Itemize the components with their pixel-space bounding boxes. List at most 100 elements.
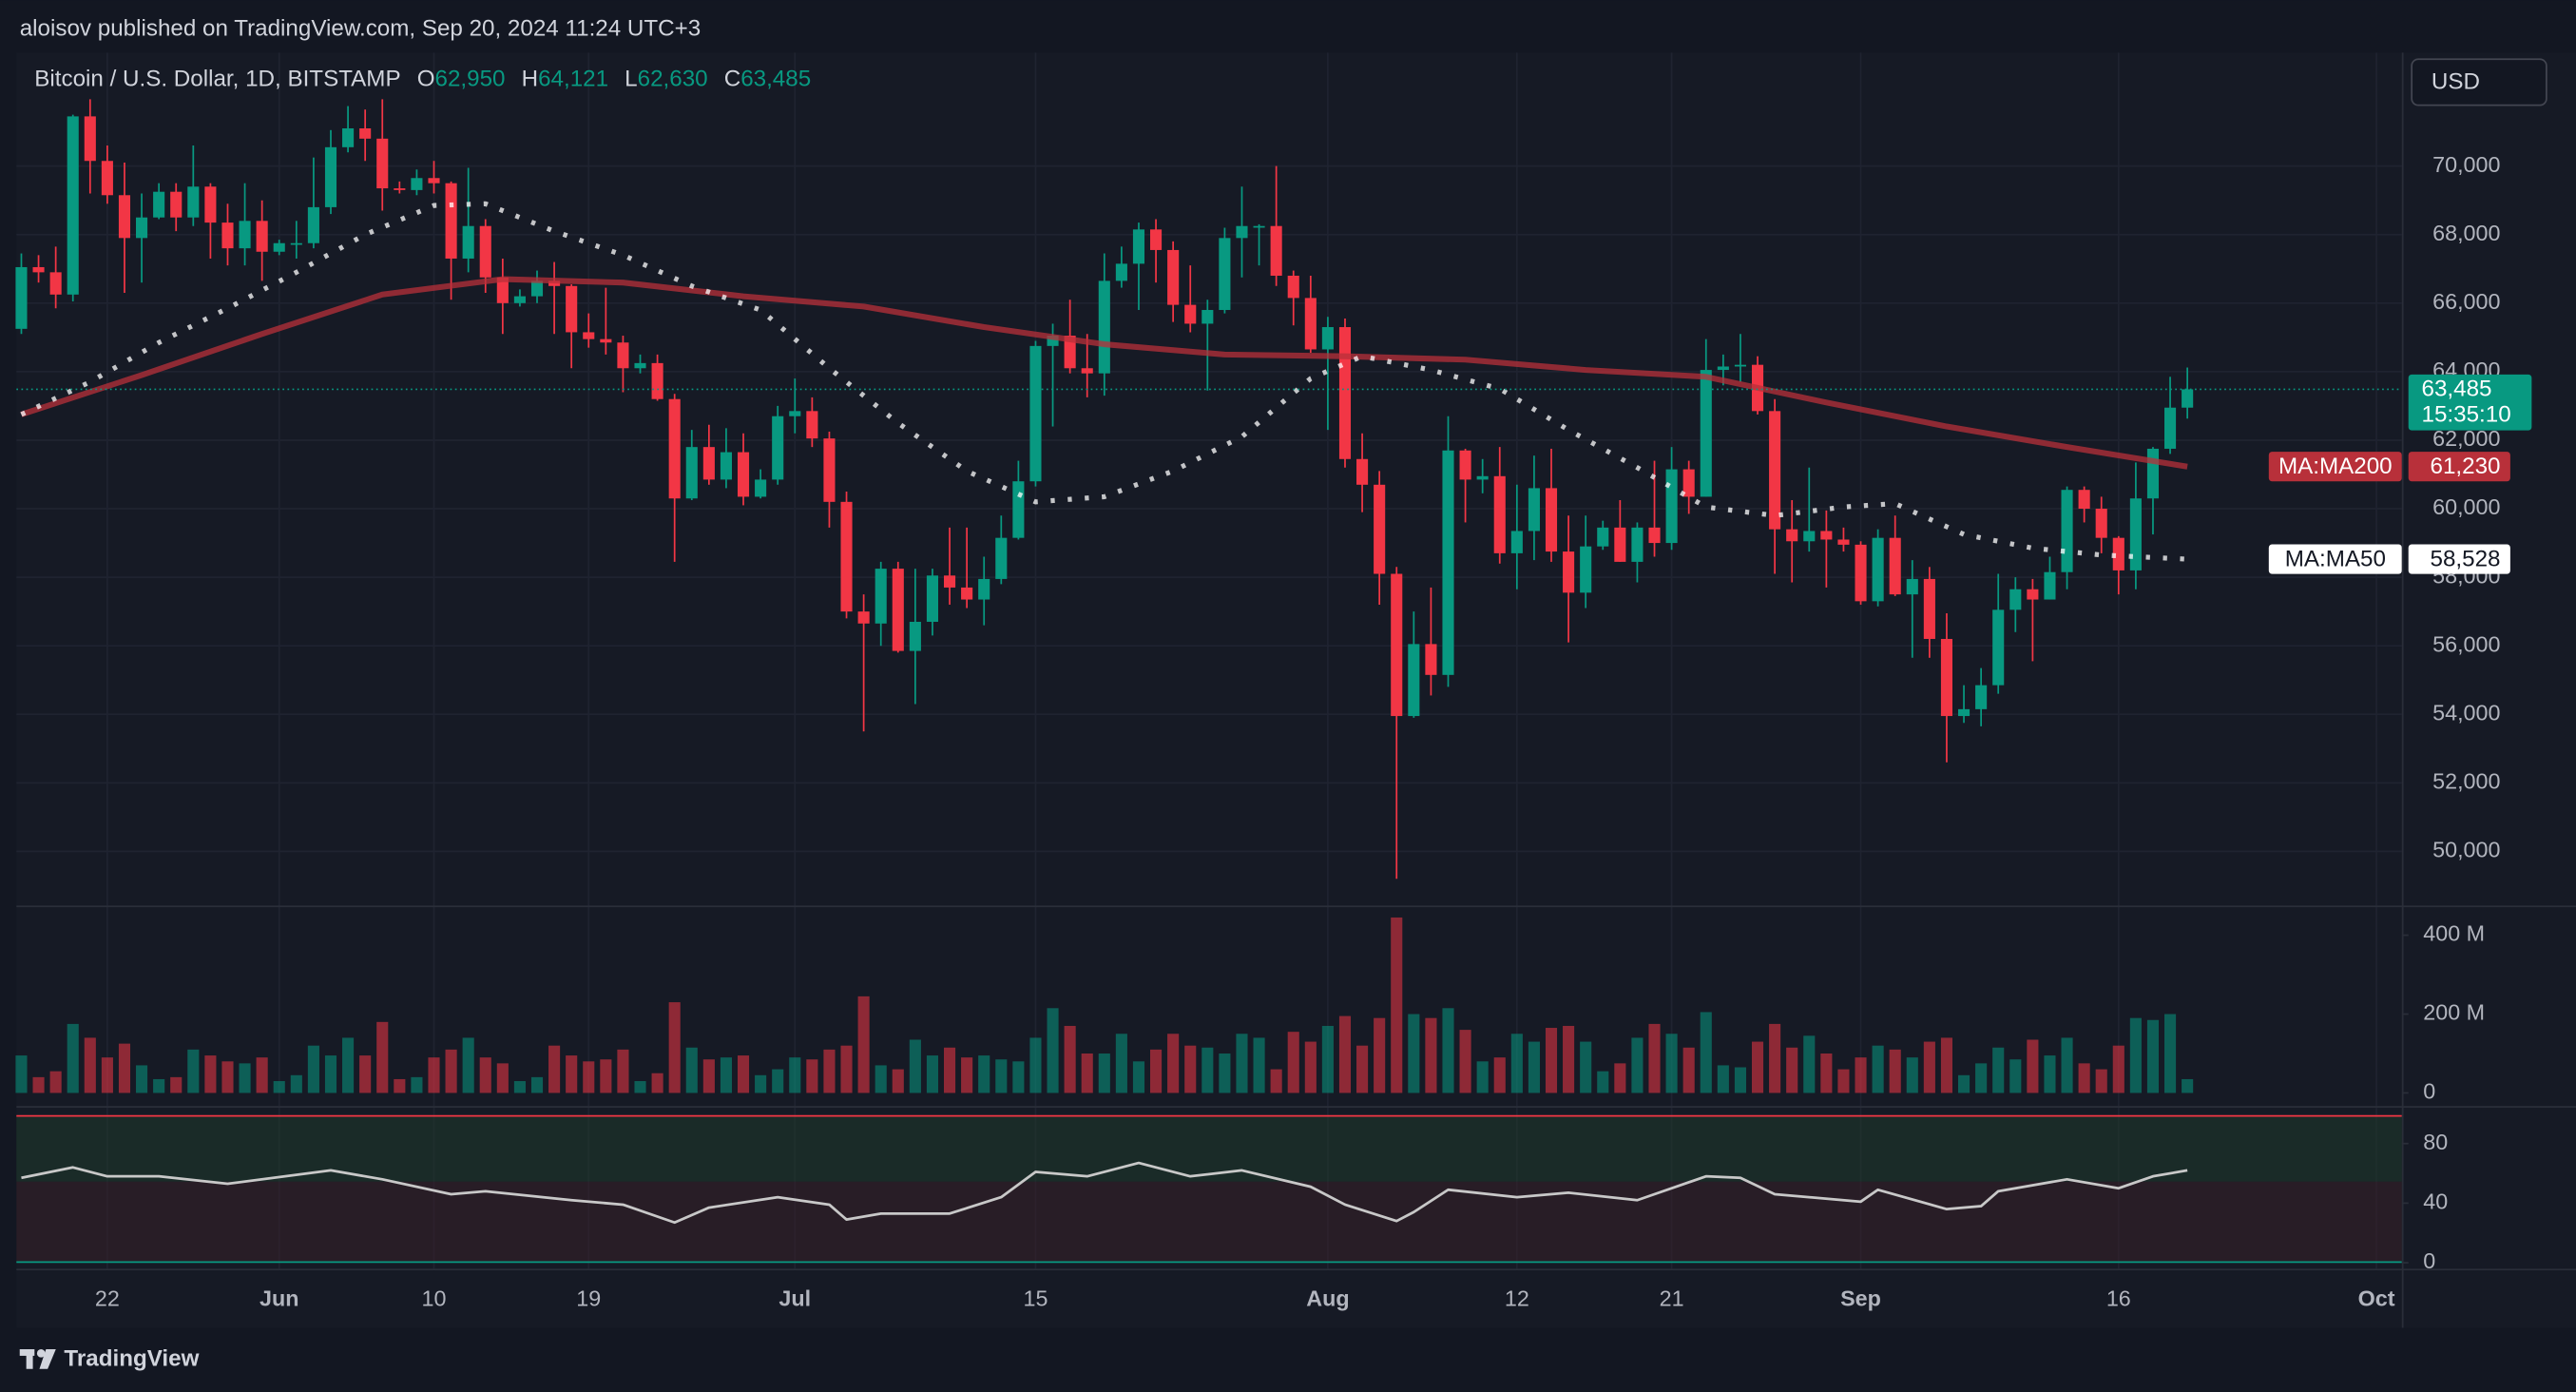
legend-value: 62,950 [435, 67, 506, 92]
volume-bar [530, 1076, 544, 1093]
x-tick-label: Aug [1306, 1286, 1349, 1310]
volume-bar [1338, 1015, 1352, 1093]
volume-bar [1493, 1057, 1506, 1093]
volume-bar [1872, 1045, 1884, 1093]
candle-body [1115, 263, 1127, 281]
candle-body [1184, 304, 1197, 324]
candle-body [2009, 589, 2022, 610]
candle-body [1786, 529, 1798, 542]
volume-bar [170, 1076, 183, 1093]
volume-bar [1442, 1008, 1454, 1093]
candle-body [1631, 527, 1644, 562]
volume-bar [118, 1043, 131, 1093]
x-tick-label: Sep [1840, 1286, 1881, 1310]
volume-bar [1957, 1074, 1970, 1093]
volume-bar [1081, 1053, 1093, 1093]
candle-body [1321, 327, 1334, 350]
candle-body [720, 452, 732, 480]
logo-part [39, 1349, 56, 1369]
candle-body [1047, 336, 1059, 346]
candle-body [583, 332, 595, 339]
candle-body [1459, 450, 1471, 480]
candle-body [1957, 708, 1970, 717]
volume-bar [1408, 1014, 1420, 1093]
ma-value: 58,528 [2431, 546, 2501, 571]
y-tick-label: 68,000 [2432, 221, 2500, 245]
x-tick-label: Oct [2358, 1286, 2395, 1310]
candle-body [1923, 578, 1935, 639]
volume-bar [583, 1061, 595, 1093]
volume-bar [1700, 1012, 1712, 1093]
candle-body [1408, 644, 1420, 717]
candle-body [1545, 488, 1558, 552]
candle-body [1356, 458, 1369, 485]
candle-body [411, 178, 423, 190]
candle-body [2182, 389, 2194, 408]
candle-body [2078, 490, 2090, 510]
volume-bar [2129, 1017, 2142, 1093]
y-tick-label: 60,000 [2432, 494, 2500, 519]
volume-bar [1769, 1023, 1781, 1093]
candle-body [737, 452, 750, 497]
volume-bar [926, 1055, 939, 1093]
y-tick-label: 56,000 [2432, 631, 2500, 656]
volume-bar [823, 1049, 836, 1093]
volume-bar [1459, 1030, 1471, 1093]
volume-bar [1012, 1061, 1025, 1093]
currency-button[interactable] [2411, 58, 2547, 106]
candle-body [1391, 573, 1403, 717]
volume-bar [2095, 1069, 2107, 1093]
volume-bar [978, 1055, 990, 1093]
candle-body [1150, 229, 1163, 250]
candle-body [1219, 238, 1231, 311]
x-tick-label: 12 [1505, 1286, 1529, 1310]
candle-body [943, 575, 956, 588]
rsi-line [21, 1161, 2188, 1225]
candle-body [49, 272, 62, 295]
volume-bar [909, 1039, 921, 1093]
volume-bar [1889, 1049, 1901, 1093]
candle-body [1614, 527, 1626, 562]
x-tick-label: 16 [2106, 1286, 2131, 1310]
x-tick-label: Jun [260, 1286, 298, 1310]
candle-body [1236, 225, 1248, 239]
volume-bar [755, 1074, 767, 1093]
volume-bar [720, 1057, 732, 1093]
candle-body [1992, 609, 2005, 686]
volume-bar [1786, 1047, 1798, 1093]
candle-body [1855, 544, 1867, 602]
candle-body [324, 146, 337, 207]
legend: Bitcoin / U.S. Dollar, 1D, BITSTAMP O62,… [34, 67, 811, 92]
candle-body [2112, 537, 2124, 570]
volume-bar [1132, 1061, 1145, 1093]
x-tick-label: 21 [1660, 1286, 1684, 1310]
candle-body [273, 242, 285, 252]
volume-bar [1115, 1034, 1127, 1093]
volume-bar [1064, 1025, 1076, 1093]
volume-bar [2061, 1037, 2073, 1093]
currency[interactable]: USD [2432, 69, 2480, 95]
volume-bar [1751, 1041, 1764, 1093]
candle-body [1803, 531, 1816, 542]
volume-bar [204, 1055, 217, 1093]
candle-body [840, 501, 853, 612]
candle-body [2061, 490, 2073, 572]
logo-part [36, 1349, 46, 1358]
volume-bar [857, 996, 870, 1093]
candle-body [1820, 531, 1833, 540]
ma-value-box [2408, 452, 2510, 482]
candle-body [394, 188, 406, 190]
volume-bar [101, 1057, 113, 1093]
volume-bar [600, 1059, 612, 1093]
candle-body [1338, 327, 1352, 459]
volume-bar [634, 1081, 646, 1093]
candle-body [1253, 225, 1265, 228]
x-tick-label: Jul [779, 1286, 811, 1310]
candle-body [359, 128, 372, 139]
candle-body [428, 178, 440, 184]
volume-bar [84, 1037, 96, 1093]
brand-logo [19, 1349, 56, 1369]
last-price-box [2408, 374, 2532, 431]
volume-bar [15, 1055, 28, 1093]
